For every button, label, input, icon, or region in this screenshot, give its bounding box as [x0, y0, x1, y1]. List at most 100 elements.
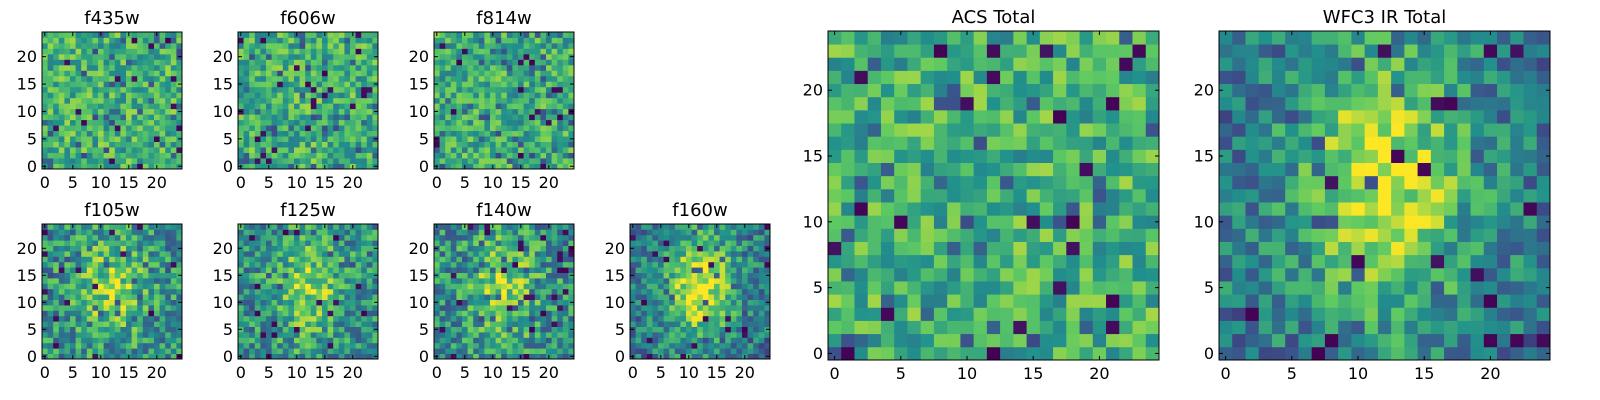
- heatmap-cell: [350, 332, 356, 338]
- heatmap-cell: [697, 256, 704, 263]
- heatmap-cell: [114, 42, 121, 49]
- heatmap-cell: [120, 315, 127, 322]
- heatmap-cell: [456, 224, 463, 230]
- heatmap-cell: [327, 326, 334, 333]
- heatmap-cell: [719, 288, 726, 295]
- heatmap-cell: [75, 53, 82, 60]
- heatmap-cell: [719, 294, 726, 300]
- heatmap-cell: [546, 256, 552, 263]
- heatmap-cell: [131, 75, 138, 82]
- heatmap-cell: [680, 256, 687, 263]
- heatmap-cell: [518, 125, 524, 132]
- heatmap-cell: [372, 32, 379, 38]
- heatmap-cell: [148, 267, 155, 273]
- heatmap-cell: [361, 337, 368, 344]
- heatmap-cell: [828, 346, 842, 361]
- heatmap-cell: [176, 130, 183, 137]
- heatmap-cell: [316, 81, 323, 88]
- heatmap-cell: [131, 278, 138, 284]
- heatmap-cell: [81, 119, 88, 126]
- heatmap-cell: [266, 141, 272, 148]
- heatmap-cell: [674, 337, 681, 344]
- heatmap-cell: [562, 59, 569, 66]
- heatmap-cell: [456, 326, 463, 333]
- heatmap-cell: [75, 234, 82, 241]
- heatmap-cell: [557, 59, 564, 66]
- heatmap-cell: [518, 267, 524, 273]
- heatmap-cell: [691, 278, 698, 284]
- heatmap-cell: [714, 256, 720, 263]
- heatmap-cell: [445, 59, 452, 66]
- heatmap-cell: [114, 64, 121, 71]
- heatmap-cell: [501, 103, 508, 110]
- heatmap-cell: [646, 299, 653, 306]
- heatmap-cell: [322, 64, 328, 71]
- heatmap-cell: [333, 348, 340, 354]
- heatmap-cell: [635, 315, 642, 322]
- heatmap-cell: [730, 224, 737, 230]
- heatmap-cell: [42, 152, 48, 159]
- heatmap-cell: [137, 125, 144, 132]
- heatmap-cell: [880, 241, 895, 256]
- heatmap-cell: [86, 70, 93, 77]
- heatmap-cell: [473, 337, 480, 344]
- heatmap-cell: [165, 283, 172, 290]
- axes-frame: [237, 31, 379, 170]
- heatmap-cell: [316, 114, 323, 121]
- heatmap-cell: [305, 332, 312, 338]
- heatmap-cell: [523, 310, 530, 317]
- heatmap-cell: [53, 32, 60, 38]
- heatmap-cell: [126, 158, 132, 164]
- heatmap-cell: [646, 251, 653, 257]
- heatmap-cell: [322, 37, 328, 44]
- heatmap-cell: [828, 320, 842, 335]
- heatmap-cell: [747, 315, 754, 322]
- heatmap-cell: [828, 254, 842, 269]
- heatmap-cell: [764, 348, 771, 354]
- heatmap-cell: [450, 119, 457, 126]
- heatmap-cell: [159, 37, 166, 44]
- heatmap-cell: [708, 240, 715, 246]
- heatmap-cell: [327, 86, 334, 93]
- heatmap-cell: [103, 125, 110, 132]
- x-tick-label: 5: [264, 173, 274, 192]
- heatmap-cell: [658, 261, 664, 268]
- heatmap-cell: [327, 32, 334, 38]
- heatmap-cell: [126, 278, 132, 284]
- heatmap-cell: [697, 353, 704, 360]
- heatmap-cell: [641, 348, 648, 354]
- heatmap-cell: [467, 125, 474, 132]
- heatmap-cell: [534, 86, 541, 93]
- heatmap-cell: [142, 283, 149, 290]
- heatmap-cell: [142, 278, 149, 284]
- heatmap-cell: [702, 224, 709, 230]
- heatmap-cell: [714, 245, 720, 252]
- heatmap-cell: [529, 163, 536, 170]
- heatmap-cell: [562, 163, 569, 170]
- heatmap-cell: [501, 130, 508, 137]
- heatmap-cell: [249, 141, 256, 148]
- x-tick-label: 10: [287, 363, 307, 382]
- heatmap-cell: [540, 92, 547, 99]
- heatmap-cell: [366, 240, 373, 246]
- y-tick-label: 5: [27, 129, 37, 148]
- heatmap-cell: [478, 103, 485, 110]
- heatmap-cell: [260, 114, 267, 121]
- heatmap-cell: [322, 158, 328, 164]
- heatmap-cell: [109, 342, 116, 349]
- heatmap-cell: [305, 125, 312, 132]
- heatmap-cell: [523, 48, 530, 55]
- heatmap-cell: [973, 149, 988, 163]
- heatmap-cell: [86, 42, 93, 49]
- heatmap-cell: [551, 37, 558, 44]
- heatmap-cell: [546, 261, 552, 268]
- heatmap-cell: [131, 42, 138, 49]
- heatmap-cell: [658, 288, 664, 295]
- heatmap-cell: [372, 332, 379, 338]
- heatmap-cell: [933, 241, 948, 256]
- heatmap-cell: [98, 321, 104, 327]
- heatmap-cell: [635, 321, 642, 327]
- heatmap-cell: [350, 315, 356, 322]
- heatmap-cell: [316, 224, 323, 230]
- heatmap-cell: [747, 251, 754, 257]
